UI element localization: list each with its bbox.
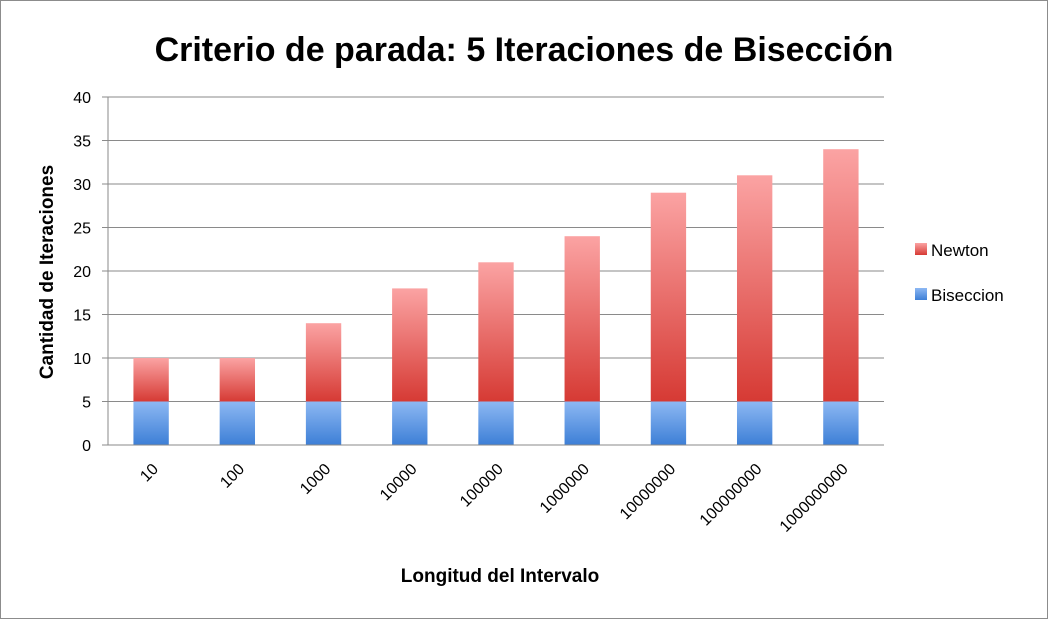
x-tick-label: 1000000000 (777, 461, 852, 536)
bars (133, 149, 859, 445)
x-tick-label: 10 (137, 461, 162, 486)
legend-label-biseccion: Biseccion (931, 286, 1004, 305)
legend-swatch-biseccion (915, 288, 927, 300)
y-tick-label: 25 (73, 221, 91, 238)
legend-label-newton: Newton (931, 241, 989, 260)
chart-title: Criterio de parada: 5 Iteraciones de Bis… (155, 31, 894, 69)
bar-newton-1000000000 (823, 149, 859, 402)
axes (107, 97, 884, 446)
y-tick-labels: 0 5 10 15 20 25 30 35 40 (73, 90, 91, 455)
y-tick-label: 40 (73, 90, 91, 107)
bar-biseccion-100000 (478, 401, 514, 445)
bar-biseccion-1000000000 (823, 401, 859, 445)
y-tick-label: 5 (82, 395, 91, 412)
x-tick-label: 10000000 (617, 461, 679, 523)
y-tick-label: 0 (82, 438, 91, 455)
y-axis-title: Cantidad de Iteraciones (37, 165, 58, 379)
bar-newton-100 (219, 358, 256, 402)
x-tick-label: 100000000 (697, 461, 766, 530)
bar-newton-1000 (305, 323, 342, 402)
x-tick-label: 10000 (377, 461, 421, 505)
bar-biseccion-1000000 (564, 401, 600, 445)
bar-biseccion-10000000 (650, 401, 687, 445)
bar-newton-10000 (392, 288, 428, 402)
x-tick-labels: 10 100 1000 10000 100000 1000000 10000000 10000… (137, 461, 851, 536)
bar-newton-10000000 (650, 192, 687, 402)
legend: Newton Biseccion (915, 241, 1004, 305)
y-tick-label: 30 (73, 177, 91, 194)
x-axis-title: Longitud del Intervalo (401, 566, 599, 587)
y-tick-label: 15 (73, 308, 91, 325)
legend-swatch-newton (915, 243, 927, 255)
bar-newton-1000000 (564, 236, 600, 402)
bar-biseccion-10000 (392, 401, 428, 445)
x-tick-label: 100 (217, 461, 248, 492)
x-tick-label: 100000 (457, 461, 507, 511)
y-tick-label: 10 (73, 351, 91, 368)
x-tick-label: 1000000 (537, 461, 593, 517)
bar-newton-10 (133, 358, 169, 402)
y-tick-label: 35 (73, 134, 91, 151)
bar-newton-100000000 (736, 175, 773, 402)
bar-biseccion-100 (219, 401, 256, 445)
bar-biseccion-1000 (305, 401, 342, 445)
bar-biseccion-100000000 (736, 401, 773, 445)
x-tick-label: 1000 (297, 461, 334, 498)
y-tick-label: 20 (73, 264, 91, 281)
bar-biseccion-10 (133, 401, 169, 445)
bar-newton-100000 (478, 262, 514, 402)
